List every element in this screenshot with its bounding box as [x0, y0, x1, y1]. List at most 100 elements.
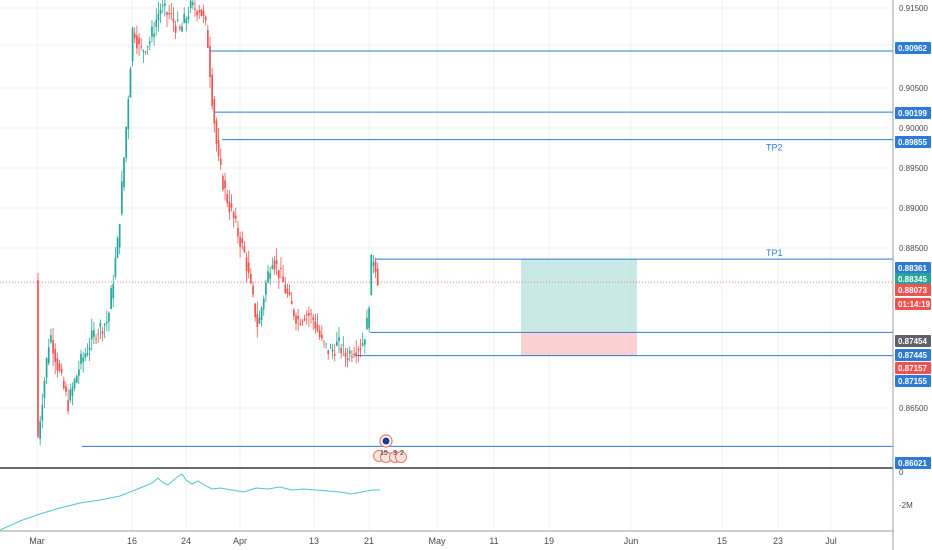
candle-body-137	[331, 349, 334, 352]
axis-level-tag-4[interactable]	[895, 273, 931, 285]
event-count-2: 3	[393, 450, 397, 457]
candle-body-25	[90, 330, 93, 340]
candle-body-153	[366, 317, 368, 330]
candle-body-147	[353, 353, 355, 356]
axis-level-tag-6[interactable]	[895, 298, 931, 310]
candle-body-157	[374, 260, 377, 273]
time-tick-9: Jun	[624, 536, 639, 546]
axis-level-value-10: 0.87155	[898, 377, 927, 386]
candle-body-5	[47, 347, 50, 364]
candle-body-116	[286, 288, 289, 294]
candle-body-19	[78, 369, 80, 376]
candle-body-114	[282, 276, 284, 283]
price-tick-6: 0.86500	[899, 404, 928, 413]
candle-body-28	[97, 333, 100, 335]
candle-body-145	[348, 350, 351, 354]
axis-level-tag-0[interactable]	[895, 42, 931, 54]
candle-body-50	[144, 51, 147, 53]
position-profit-zone[interactable]	[521, 259, 637, 332]
candle-body-115	[284, 284, 287, 294]
candle-body-55	[155, 20, 158, 27]
position-loss-zone[interactable]	[521, 331, 637, 356]
candle-body-37	[116, 237, 119, 258]
candle-body-91	[232, 212, 235, 219]
candle-body-17	[73, 379, 76, 388]
candle-body-123	[301, 320, 304, 322]
axis-level-tag-8[interactable]	[895, 349, 931, 361]
candle-body-121	[297, 315, 299, 320]
price-tick-2: 0.90000	[899, 124, 928, 133]
candle-body-41	[125, 126, 127, 158]
candle-body-105	[262, 298, 265, 310]
candle-body-16	[71, 387, 74, 396]
candle-body-12	[62, 380, 65, 389]
candle-body-80	[209, 46, 211, 77]
time-axis-ticks[interactable]: Mar 16 24 Apr 13 21 May 11 19 Jun 15 23 Jul	[29, 536, 837, 546]
candle-body-135	[327, 350, 330, 355]
candle-body-58	[161, 5, 164, 7]
time-tick-3: Apr	[233, 536, 247, 546]
candle-body-93	[237, 228, 239, 237]
candle-body-127	[310, 313, 312, 315]
candle-body-61	[168, 13, 170, 15]
candle-body-64	[174, 25, 177, 33]
axis-level-value-3: 0.88361	[898, 264, 927, 273]
event-circle-4[interactable]	[395, 451, 407, 463]
time-tick-0: Mar	[29, 536, 45, 546]
candle-body-122	[299, 323, 302, 325]
candle-body-148	[355, 352, 358, 356]
axis-level-tag-7[interactable]	[895, 335, 931, 347]
candle-body-8	[54, 349, 57, 363]
candle-body-94	[239, 236, 241, 247]
price-axis-ticks: 0.91500 0.90500 0.90000 0.89500 0.89000 0.885…	[899, 4, 928, 413]
candle-body-102	[256, 314, 259, 327]
candle-body-33	[108, 312, 110, 322]
candle-body-76	[200, 9, 203, 16]
axis-level-tag-10[interactable]	[895, 375, 931, 387]
candle-body-81	[211, 74, 213, 106]
candle-body-156	[372, 262, 375, 266]
candle-body-4	[45, 358, 48, 378]
candle-body-26	[93, 329, 95, 337]
candle-body-75	[198, 10, 201, 13]
candle-body-106	[265, 282, 267, 295]
candle-body-83	[215, 120, 218, 144]
axis-level-tag-2[interactable]	[895, 136, 931, 148]
axis-level-tag-11[interactable]	[895, 457, 931, 469]
candle-body-48	[140, 46, 143, 48]
candle-body-158	[376, 268, 379, 286]
candle-body-139	[336, 341, 338, 346]
candle-body-154	[368, 307, 370, 329]
candle-body-111	[275, 260, 278, 265]
axis-level-tag-3[interactable]	[895, 262, 931, 274]
candle-body-78	[204, 16, 207, 21]
axis-level-value-2: 0.89855	[898, 138, 927, 147]
axis-level-value-1: 0.90199	[898, 109, 927, 118]
candle-body-100	[252, 286, 254, 295]
candle-body-3	[43, 380, 46, 399]
time-tick-12: Jul	[825, 536, 837, 546]
candle-body-53	[151, 26, 153, 37]
price-tick-3: 0.89500	[899, 164, 928, 173]
candle-body-108	[269, 273, 272, 279]
event-markers[interactable]: 15 3 2	[373, 434, 407, 463]
candle-body-107	[267, 271, 269, 283]
axis-level-tag-9[interactable]	[895, 362, 931, 374]
indicator-tick-0: 0	[899, 468, 904, 477]
candle-body-0	[37, 280, 39, 437]
event-count-3: 2	[400, 450, 404, 457]
candle-body-46	[136, 35, 138, 49]
candle-body-150	[359, 348, 362, 350]
price-tick-4: 0.89000	[899, 204, 928, 213]
axis-level-tag-5[interactable]	[895, 284, 931, 296]
candle-body-24	[88, 347, 91, 351]
candle-body-56	[157, 13, 160, 21]
candle-body-82	[213, 98, 216, 124]
candle-body-117	[288, 292, 291, 295]
axis-level-tag-1[interactable]	[895, 107, 931, 119]
candle-body-140	[338, 337, 340, 342]
candle-body-35	[112, 284, 115, 299]
candle-body-59	[164, 3, 166, 6]
